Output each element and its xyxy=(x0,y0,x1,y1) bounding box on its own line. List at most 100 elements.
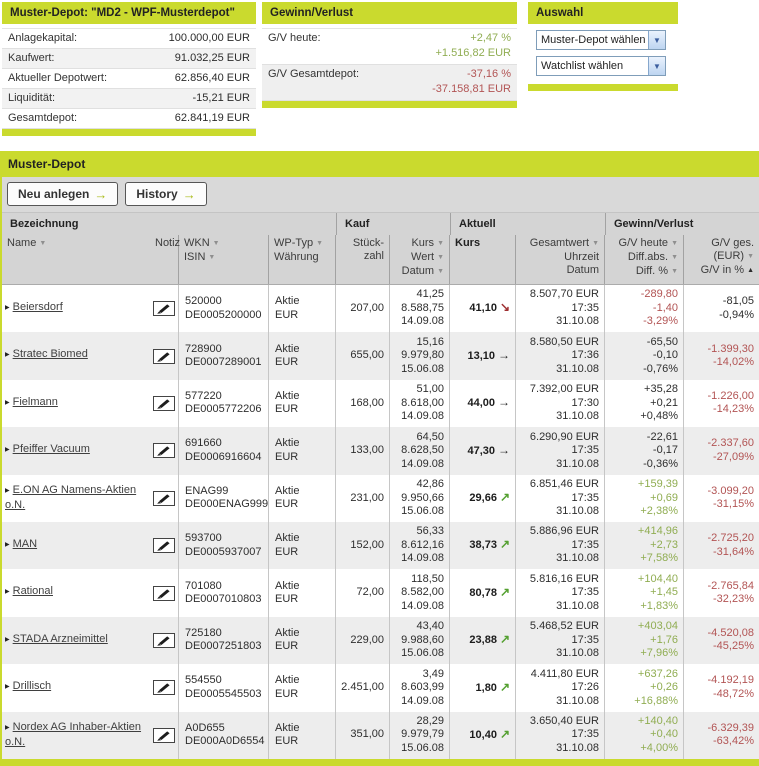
wkn-value: A0D655 xyxy=(185,721,225,734)
gv-today-cell: -22,61 -0,17 -0,36% xyxy=(605,427,684,475)
gv-heute-diff-pct: +16,88% xyxy=(634,694,678,707)
gv-heute-diff-pct: +1,83% xyxy=(640,599,678,612)
gv-heute-eur: -289,80 xyxy=(640,288,678,301)
button-label: Neu anlegen xyxy=(18,187,90,201)
waehrung-value: EUR xyxy=(275,593,299,606)
isin-value: DE000ENAG999 xyxy=(185,498,269,511)
wkn-isin-cell: 577220 DE0005772206 xyxy=(179,379,269,428)
column-header-gv-heute[interactable]: G/V heute ▼ Diff.abs. ▼ Diff. % ▼ xyxy=(605,235,684,284)
type-currency-cell: Aktie EUR xyxy=(269,474,336,522)
gv-ges-pct: -48,72% xyxy=(713,687,754,700)
current-price-cell: 10,40 ↗ xyxy=(450,711,516,759)
kauf-datum-value: 14.09.08 xyxy=(401,315,444,328)
note-edit-icon[interactable] xyxy=(153,727,175,743)
column-header-wptyp-waehrung[interactable]: WP-Typ ▼ Währung xyxy=(269,235,336,284)
stock-name-link[interactable]: Stratec Biomed xyxy=(12,348,88,361)
stueckzahl-value: 152,00 xyxy=(350,538,384,551)
neu-anlegen-button[interactable]: Neu anlegen → xyxy=(7,182,119,206)
column-header-gv-ges[interactable]: G/V ges. (EUR) ▼ G/V in % ▲ xyxy=(700,237,754,276)
note-edit-icon[interactable] xyxy=(153,585,175,601)
stock-name-link[interactable]: Fielmann xyxy=(12,395,58,408)
stock-name-cell: ▶ MAN xyxy=(2,522,150,569)
sort-desc-icon: ▼ xyxy=(212,240,220,247)
row-bullet-icon: ▶ xyxy=(5,399,10,406)
note-edit-icon[interactable] xyxy=(153,538,175,554)
table-title: Muster-Depot xyxy=(0,151,759,177)
select-value: Watchlist wählen xyxy=(541,60,624,72)
trend-up-icon: ↗ xyxy=(499,726,510,741)
isin-value: DE0005772206 xyxy=(185,403,262,416)
stock-name-link[interactable]: STADA Arzneimittel xyxy=(12,632,108,645)
total-value-cell: 7.392,00 EUR 17:30 31.10.08 xyxy=(516,379,605,428)
column-header-gesamtwert-uhrzeit-datum[interactable]: Gesamtwert ▼ Uhrzeit Datum xyxy=(516,235,605,284)
type-currency-cell: Aktie EUR xyxy=(269,664,336,712)
gv-ges-pct: -32,23% xyxy=(713,593,754,606)
note-edit-icon[interactable] xyxy=(153,443,175,459)
stueckzahl-value: 72,00 xyxy=(356,586,384,599)
kauf-kurs-value: 28,29 xyxy=(416,714,444,727)
kauf-kurs-value: 42,86 xyxy=(416,478,444,490)
stock-name-link[interactable]: Rational xyxy=(12,585,53,598)
gv-ges-eur: -81,05 xyxy=(722,295,754,308)
column-header-notiz[interactable]: Notiz xyxy=(150,235,180,284)
note-edit-icon[interactable] xyxy=(153,490,175,506)
table-row: ▶ Fielmann 577220 DE0005772206 Aktie EUR 168,0… xyxy=(2,379,759,428)
watchlist-select[interactable]: Watchlist wählen ▼ xyxy=(536,56,666,76)
wkn-isin-cell: A0D655 DE000A0D6554 xyxy=(179,711,269,759)
note-edit-icon[interactable] xyxy=(153,395,175,411)
gv-heute-diff-pct: -0,76% xyxy=(643,362,678,375)
sort-desc-icon: ▼ xyxy=(747,253,754,260)
gainloss-entry: G/V heute: +2,47 % +1.516,82 EUR xyxy=(262,29,517,65)
chevron-down-icon[interactable]: ▼ xyxy=(648,57,665,75)
stueckzahl-value: 655,00 xyxy=(350,349,384,362)
note-edit-icon[interactable] xyxy=(153,348,175,364)
column-header-stueckzahl[interactable]: Stück-zahl xyxy=(336,235,390,284)
note-cell xyxy=(150,332,179,380)
isin-value: DE0007289001 xyxy=(185,356,262,369)
stock-name-link[interactable]: Beiersdorf xyxy=(12,300,63,313)
column-header-kauf-kurs-wert-datum[interactable]: Kurs ▼ Wert ▼ Datum ▼ xyxy=(390,235,450,284)
history-button[interactable]: History → xyxy=(125,182,207,206)
uhrzeit-value: 17:30 xyxy=(571,396,599,409)
wkn-value: 520000 xyxy=(185,295,222,308)
stueckzahl-value: 231,00 xyxy=(350,491,384,504)
stock-name-link[interactable]: E.ON AG Namens-Aktien o.N. xyxy=(5,483,137,512)
gv-today-cell: +35,28 +0,21 +0,48% xyxy=(605,379,684,428)
gv-heute-diff-pct: +4,00% xyxy=(640,741,678,754)
depot-row-value: -15,21 EUR xyxy=(192,92,250,104)
note-edit-icon[interactable] xyxy=(153,680,175,696)
musterdepot-select[interactable]: Muster-Depot wählen ▼ xyxy=(536,30,666,50)
gainloss-panel-rows: G/V heute: +2,47 % +1.516,82 EUR G/V Gesamt… xyxy=(262,28,517,101)
column-header-wkn-isin[interactable]: WKN ▼ ISIN ▼ xyxy=(179,235,269,284)
stock-name-link[interactable]: Nordex AG Inhaber-Aktien o.N. xyxy=(5,720,142,749)
gv-ges-pct: -0,94% xyxy=(719,308,754,321)
gainloss-label: G/V Gesamtdepot: xyxy=(268,68,360,80)
gv-today-cell: -289,80 -1,40 -3,29% xyxy=(605,285,684,333)
stock-name-link[interactable]: Pfeiffer Vacuum xyxy=(12,443,90,456)
kurs-value: 29,66 xyxy=(469,492,497,504)
sort-desc-icon: ▼ xyxy=(316,240,324,247)
chevron-down-icon[interactable]: ▼ xyxy=(648,31,665,49)
current-price-cell: 38,73 ↗ xyxy=(450,521,516,570)
wp-typ-value: Aktie xyxy=(275,484,300,497)
kauf-wert-value: 8.603,99 xyxy=(401,681,444,694)
depot-row-label: Anlagekapital: xyxy=(8,32,78,44)
note-edit-icon[interactable] xyxy=(153,301,175,317)
sort-desc-icon: ▼ xyxy=(437,268,444,275)
gv-ges-eur: -4.520,08 xyxy=(707,626,754,639)
note-edit-icon[interactable] xyxy=(153,632,175,648)
sort-desc-icon: ▼ xyxy=(671,240,678,247)
gv-heute-diff-abs: +2,73 xyxy=(650,538,678,551)
sort-desc-icon: ▼ xyxy=(437,240,444,247)
total-value-cell: 8.507,70 EUR 17:35 31.10.08 xyxy=(516,285,605,333)
uhrzeit-value: 17:35 xyxy=(571,586,599,599)
purchase-cell: 3,49 8.603,99 14.09.08 xyxy=(390,664,450,712)
waehrung-value: EUR xyxy=(275,450,299,463)
kauf-wert-value: 9.950,66 xyxy=(401,491,444,504)
gv-heute-diff-abs: +0,21 xyxy=(650,396,678,409)
column-header-aktuell-kurs[interactable]: Kurs xyxy=(450,235,516,284)
column-header-name[interactable]: Name ▼ xyxy=(7,237,47,249)
current-price-cell: 80,78 ↗ xyxy=(450,569,516,617)
stock-name-link[interactable]: MAN xyxy=(12,537,38,550)
stock-name-link[interactable]: Drillisch xyxy=(12,680,52,693)
